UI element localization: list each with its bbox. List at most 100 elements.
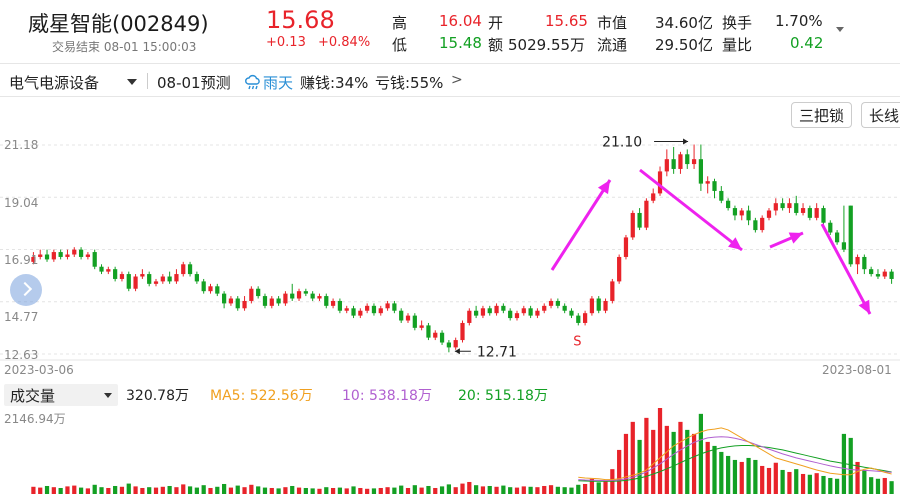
volume-bar	[446, 484, 451, 494]
candle-body	[691, 159, 697, 165]
candle-body	[828, 222, 833, 233]
volume-bar	[807, 474, 812, 494]
loss-ratio: 亏钱:55%	[375, 74, 444, 92]
candle-body	[535, 310, 540, 316]
candle-body	[303, 291, 308, 294]
chart-nav-button[interactable]	[10, 274, 42, 306]
candle-body	[630, 212, 635, 238]
volume-bar	[99, 487, 104, 494]
volume-bar	[187, 486, 193, 494]
candle-body	[719, 190, 724, 201]
volume-bar	[623, 433, 629, 494]
candle-body	[126, 274, 131, 289]
price-axis-tick: 19.04	[4, 196, 39, 210]
volume-bar	[358, 487, 363, 494]
candle-body	[228, 298, 234, 304]
volume-bar	[31, 486, 36, 494]
candle-body	[780, 203, 785, 209]
candle-body	[194, 274, 199, 282]
profit-ratio: 赚钱:34%	[300, 74, 369, 92]
candle-body	[235, 298, 240, 309]
candle-body	[869, 269, 874, 275]
candle-body	[562, 305, 567, 311]
candle-body	[296, 291, 302, 299]
candle-body	[569, 310, 574, 316]
volume-bar	[800, 473, 806, 494]
separator	[147, 73, 148, 89]
volume-bar	[480, 486, 486, 494]
trade-status: 交易结束 08-01 15:00:03	[52, 40, 197, 54]
low-price-mark: 12.71	[477, 344, 517, 360]
rain-cloud-icon	[245, 74, 260, 90]
candle-body	[610, 281, 615, 301]
volume-bar	[310, 488, 315, 494]
candle-body	[834, 232, 840, 243]
volume-bar	[378, 487, 383, 494]
candle-body	[405, 315, 411, 321]
candle-body	[671, 159, 676, 169]
candle-body	[433, 332, 438, 338]
open-value: 15.65	[545, 12, 588, 30]
candle-body	[685, 154, 690, 165]
candle-body	[317, 296, 322, 299]
volume-bar	[834, 478, 840, 494]
low-label: 低	[392, 36, 408, 54]
dropdown-caret-icon[interactable]	[127, 79, 137, 85]
candle-body	[732, 208, 738, 216]
start-date-label: 2023-03-06	[4, 363, 74, 377]
stock-name[interactable]: 威星智能(002849)	[28, 12, 209, 36]
candle-body	[92, 252, 97, 267]
ma10-line	[578, 436, 892, 482]
trend-arrow-down-head	[728, 237, 742, 250]
three-locks-button[interactable]: 三把锁	[791, 102, 853, 128]
candle-body	[310, 293, 315, 299]
volume-bar	[303, 487, 308, 494]
volume-chart[interactable]	[0, 404, 900, 497]
volume-bar	[474, 485, 479, 494]
high-price-mark: 21.10	[602, 135, 642, 151]
indicator-selector-label: 成交量	[10, 387, 56, 405]
volume-bar	[433, 487, 438, 494]
candle-body	[494, 305, 499, 314]
volume-bar	[501, 485, 506, 494]
high-label: 高	[392, 14, 408, 32]
candlestick-chart[interactable]: 21.10 12.71 S	[0, 132, 900, 380]
candle-body	[487, 308, 492, 314]
volume-bar	[256, 486, 261, 494]
candle-body	[147, 274, 152, 284]
volume-bar	[671, 431, 676, 494]
volume-bar	[228, 487, 234, 494]
candle-body	[38, 254, 43, 257]
volume-bar	[535, 487, 540, 494]
candle-body	[181, 264, 186, 275]
volume-bar	[664, 425, 669, 494]
candle-body	[44, 254, 50, 260]
volume-bar	[194, 487, 199, 494]
volume-bar	[283, 487, 288, 494]
expand-caret-icon[interactable]	[836, 27, 844, 32]
open-label: 开	[488, 14, 504, 32]
indicator-selector[interactable]: 成交量	[4, 384, 118, 406]
volume-bar	[405, 487, 411, 494]
industry-selector[interactable]: 电气电源设备	[9, 74, 100, 92]
volume-ratio-value: 0.42	[790, 34, 824, 52]
forecast-date: 08-01预测	[157, 74, 231, 92]
candle-body	[657, 171, 663, 194]
forecast-details-link[interactable]: >	[451, 72, 463, 88]
long-term-button[interactable]: 长线	[861, 102, 900, 128]
volume-bar	[848, 437, 853, 494]
volume-bar	[392, 487, 397, 494]
subbar-divider	[0, 96, 900, 97]
low-mark-arrowhead	[454, 348, 460, 355]
turnover-label: 换手	[722, 14, 753, 32]
candle-body	[378, 308, 383, 314]
volume-bar	[167, 485, 172, 494]
candle-body	[814, 208, 819, 218]
candle-body	[351, 308, 356, 316]
stock-header: 威星智能(002849) 交易结束 08-01 15:00:03 15.68 +…	[0, 0, 900, 60]
volume-bar	[330, 487, 336, 494]
high-value: 16.04	[439, 12, 482, 30]
candle-body	[644, 200, 649, 228]
candle-body	[78, 249, 84, 257]
volume-bar	[821, 475, 826, 494]
